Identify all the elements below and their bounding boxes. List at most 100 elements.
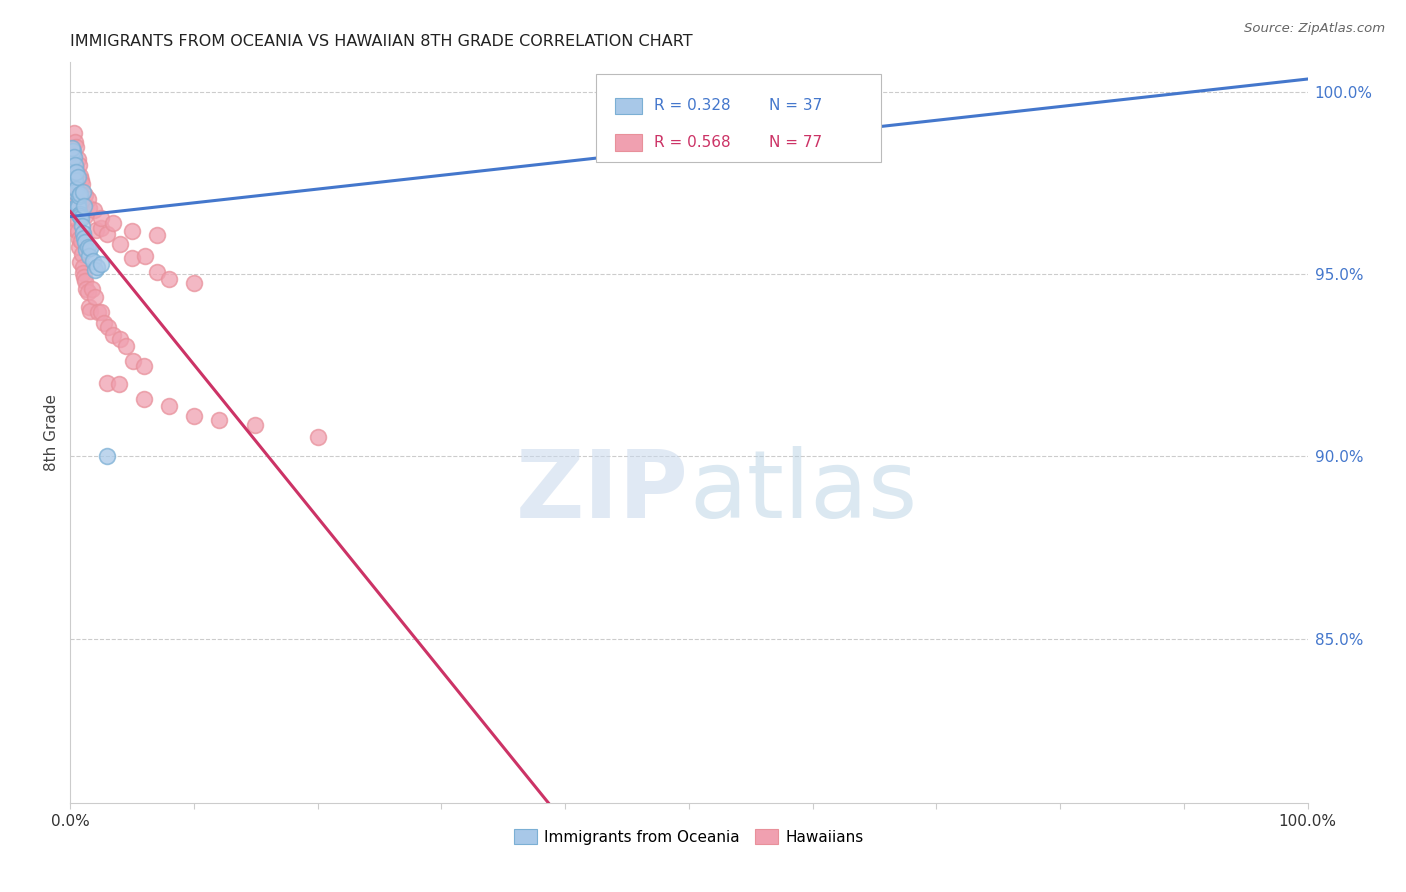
Point [77, 192, 100, 206]
Point [73, 274, 96, 288]
Point [67, 169, 90, 184]
Point [103, 216, 125, 230]
Point [65, 182, 87, 196]
Point [86, 304, 108, 318]
Point [65, 185, 87, 199]
Point [245, 417, 267, 432]
Point [145, 228, 167, 243]
Point [63, 150, 86, 164]
Point [63, 172, 86, 186]
FancyBboxPatch shape [596, 73, 880, 162]
Point [93, 316, 115, 330]
Point [65, 191, 87, 205]
Point [65, 165, 87, 179]
Point [63, 166, 86, 180]
Point [66, 224, 89, 238]
Point [62, 169, 84, 184]
Text: Source: ZipAtlas.com: Source: ZipAtlas.com [1244, 22, 1385, 36]
Point [825, 104, 848, 119]
Point [69, 183, 91, 197]
Point [307, 430, 329, 444]
Point [69, 207, 91, 221]
Point [121, 224, 143, 238]
Point [134, 249, 156, 263]
Point [77, 285, 100, 300]
Point [96, 376, 118, 390]
Point [63, 158, 86, 172]
Point [70, 219, 93, 234]
Point [208, 413, 231, 427]
Point [110, 332, 132, 346]
Point [134, 392, 156, 406]
Point [69, 169, 91, 183]
Point [90, 211, 112, 225]
Point [72, 185, 94, 199]
Point [72, 226, 94, 240]
Text: atlas: atlas [689, 446, 917, 538]
Legend: Immigrants from Oceania, Hawaiians: Immigrants from Oceania, Hawaiians [508, 822, 870, 851]
Point [66, 182, 89, 196]
Text: N = 37: N = 37 [769, 98, 823, 113]
Point [121, 354, 143, 368]
Point [70, 211, 93, 226]
Point [72, 260, 94, 274]
Point [108, 377, 131, 392]
Point [65, 161, 87, 175]
Point [97, 320, 120, 334]
Point [84, 263, 107, 277]
Point [60, 171, 83, 186]
Point [157, 399, 180, 413]
Point [103, 327, 125, 342]
Point [63, 177, 86, 191]
Point [60, 177, 83, 191]
Point [70, 173, 93, 187]
Point [183, 276, 205, 290]
Point [65, 140, 87, 154]
Point [96, 449, 118, 463]
Point [75, 235, 97, 250]
Point [73, 199, 96, 213]
Point [77, 249, 100, 263]
Point [69, 234, 91, 248]
Point [75, 282, 97, 296]
Point [79, 304, 101, 318]
Point [73, 231, 96, 245]
Point [96, 227, 118, 241]
Point [65, 204, 87, 219]
FancyBboxPatch shape [614, 135, 643, 151]
Point [69, 187, 91, 202]
Point [183, 409, 205, 424]
Point [83, 203, 105, 218]
Point [82, 253, 104, 268]
Point [60, 141, 83, 155]
Point [62, 147, 84, 161]
Point [77, 300, 100, 314]
Point [70, 178, 93, 192]
Point [159, 272, 181, 286]
Point [72, 266, 94, 280]
Point [66, 214, 89, 228]
Point [69, 255, 91, 269]
Point [67, 189, 90, 203]
Text: R = 0.568: R = 0.568 [654, 135, 731, 150]
Point [108, 237, 131, 252]
Point [77, 201, 100, 215]
Point [70, 246, 93, 260]
Point [67, 197, 90, 211]
Point [86, 260, 108, 274]
Point [63, 173, 86, 187]
Point [72, 197, 94, 211]
Point [90, 220, 112, 235]
Point [67, 208, 90, 222]
Point [69, 209, 91, 223]
Point [83, 290, 105, 304]
Point [67, 232, 90, 246]
Point [62, 183, 84, 197]
Point [62, 144, 84, 158]
Point [62, 203, 84, 218]
Point [67, 158, 90, 172]
Point [65, 135, 87, 149]
Y-axis label: 8th Grade: 8th Grade [44, 394, 59, 471]
Point [73, 209, 96, 223]
Point [73, 269, 96, 284]
